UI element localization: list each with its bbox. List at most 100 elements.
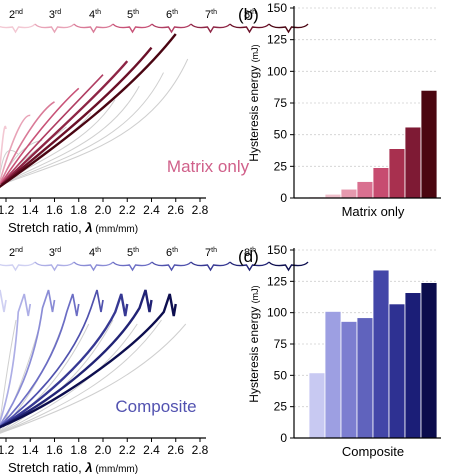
y-tick-label: 25 bbox=[274, 400, 288, 414]
x-axis-label-unit: (mm/mm) bbox=[93, 464, 139, 474]
cycle-bracket bbox=[73, 261, 114, 272]
x-tick-label: 2.2 bbox=[119, 443, 136, 457]
x-tick-label: 2.8 bbox=[192, 443, 209, 457]
cycle-bracket bbox=[151, 23, 192, 34]
cycle-label: 8th bbox=[244, 247, 256, 259]
cycle-bracket bbox=[0, 23, 36, 34]
bar bbox=[372, 269, 390, 439]
cycle-bracket bbox=[190, 261, 231, 272]
x-tick-label: 1.6 bbox=[46, 443, 63, 457]
cycle-suffix: th bbox=[133, 247, 139, 254]
x-axis-label: Composite bbox=[342, 444, 404, 459]
reload-curve bbox=[0, 72, 164, 186]
cycle-number: 4 bbox=[89, 9, 95, 21]
loading-curve bbox=[0, 293, 129, 429]
y-axis-label-unit: (mJ) bbox=[250, 44, 260, 62]
cycle-label: 3rd bbox=[49, 247, 61, 259]
cycle-bracket bbox=[112, 261, 153, 272]
y-tick-label: 25 bbox=[274, 159, 288, 173]
y-tick-label: 75 bbox=[274, 337, 288, 351]
y-tick-label: 125 bbox=[267, 274, 287, 288]
bar bbox=[356, 181, 374, 199]
cycle-label: 4th bbox=[89, 9, 101, 21]
x-tick-label: 2.6 bbox=[167, 443, 184, 457]
y-axis-label-main: Hysteresis energy bbox=[247, 62, 261, 161]
loading-curve bbox=[0, 101, 55, 186]
cycle-bracket bbox=[151, 261, 192, 272]
bar bbox=[404, 292, 422, 439]
loading-curve bbox=[0, 293, 177, 429]
reload-curve bbox=[0, 58, 189, 186]
cycle-label: 3rd bbox=[49, 9, 61, 21]
bar bbox=[308, 372, 326, 439]
cycle-number: 8 bbox=[244, 247, 250, 259]
reload-curve bbox=[0, 149, 19, 177]
cycle-label: 6th bbox=[166, 9, 178, 21]
loading-curve bbox=[0, 289, 153, 429]
x-tick-label: 1.8 bbox=[70, 203, 87, 217]
y-tick-label: 0 bbox=[280, 431, 287, 445]
cycle-number: 6 bbox=[166, 9, 172, 21]
x-tick-label: 2.4 bbox=[143, 443, 160, 457]
cycle-suffix: th bbox=[172, 9, 178, 16]
bar bbox=[356, 317, 374, 439]
loading-curve bbox=[0, 289, 104, 428]
reload-curve bbox=[0, 323, 138, 434]
bar bbox=[420, 89, 438, 199]
reload-curve bbox=[0, 323, 187, 434]
panel-label: (b) bbox=[238, 5, 259, 24]
cycle-bracket bbox=[34, 23, 75, 34]
cycle-number: 3 bbox=[49, 9, 55, 21]
x-tick-label: 2.0 bbox=[95, 203, 112, 217]
x-tick-label: 2.8 bbox=[192, 203, 209, 217]
bar bbox=[340, 188, 358, 199]
y-tick-label: 150 bbox=[267, 243, 287, 257]
cycle-number: 7 bbox=[205, 247, 211, 259]
cycle-label: 4th bbox=[89, 247, 101, 259]
cycle-label: 2nd bbox=[9, 9, 23, 21]
cycle-number: 2 bbox=[9, 9, 15, 21]
x-axis-label: Stretch ratio, λ (mm/mm) bbox=[8, 460, 138, 474]
bar bbox=[340, 321, 358, 439]
cycle-number: 3 bbox=[49, 247, 55, 259]
cycle-number: 7 bbox=[205, 9, 211, 21]
cycle-suffix: nd bbox=[15, 247, 23, 254]
cycle-number: 4 bbox=[89, 247, 95, 259]
loading-curve bbox=[0, 289, 56, 427]
y-axis-label: Hysteresis energy (mJ) bbox=[247, 285, 261, 402]
panel-label: (d) bbox=[238, 247, 259, 266]
cycle-label: 7th bbox=[205, 9, 217, 21]
cycle-number: 8 bbox=[244, 9, 250, 21]
loading-curve bbox=[0, 293, 80, 428]
y-axis-label-unit: (mJ) bbox=[250, 285, 260, 303]
cycle-bracket bbox=[229, 261, 270, 272]
loading-curve bbox=[0, 74, 104, 187]
y-tick-label: 50 bbox=[274, 368, 288, 382]
cycle-bracket bbox=[268, 261, 309, 272]
loading-curve bbox=[0, 33, 177, 189]
x-tick-label: 2.4 bbox=[143, 203, 160, 217]
loading-curve bbox=[0, 60, 129, 188]
annotation: Matrix only bbox=[167, 157, 250, 176]
reload-curve bbox=[0, 85, 140, 186]
cycle-bracket bbox=[34, 261, 75, 272]
x-tick-label: 1.2 bbox=[0, 443, 15, 457]
cycle-bracket bbox=[0, 261, 36, 272]
cycle-bracket bbox=[229, 23, 270, 34]
cycle-number: 5 bbox=[127, 247, 133, 259]
y-tick-label: 100 bbox=[267, 64, 287, 78]
cycle-suffix: th bbox=[250, 247, 256, 254]
loading-curve bbox=[0, 125, 7, 175]
bar bbox=[420, 282, 438, 439]
y-tick-label: 0 bbox=[280, 191, 287, 205]
loading-curve bbox=[0, 289, 7, 313]
x-tick-label: 2.6 bbox=[167, 203, 184, 217]
x-axis-label-symbol: λ bbox=[84, 460, 92, 474]
loading-curve bbox=[0, 293, 32, 425]
x-axis-label-main: Stretch ratio, bbox=[8, 460, 85, 474]
cycle-suffix: th bbox=[211, 9, 217, 16]
cycle-suffix: th bbox=[211, 247, 217, 254]
